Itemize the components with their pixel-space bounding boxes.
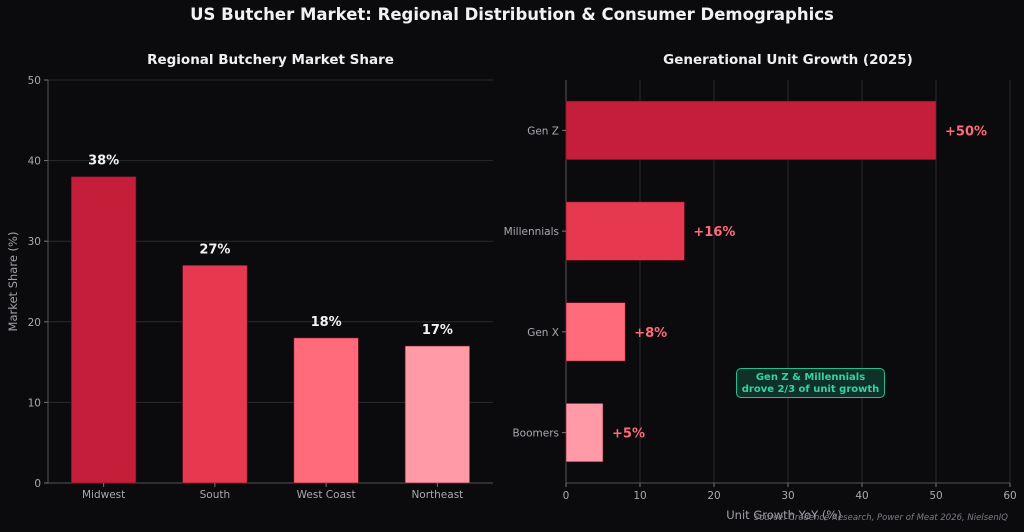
left-xtick-label: Northeast	[411, 489, 463, 501]
annotation-box: Gen Z & Millennials drove 2/3 of unit gr…	[736, 368, 885, 398]
right-chart-title: Generational Unit Growth (2025)	[663, 52, 913, 68]
right-bar-value-label: +8%	[634, 326, 667, 341]
right-xtick-label: 20	[707, 490, 720, 502]
left-bar-value-label: 27%	[199, 242, 230, 257]
left-ytick-label: 0	[34, 478, 41, 490]
left-ytick-label: 40	[28, 156, 41, 168]
right-bar-value-label: +16%	[693, 225, 735, 240]
source-note: Source: Credence Research, Power of Meat…	[753, 513, 1008, 523]
right-xtick-label: 50	[929, 490, 942, 502]
left-bar-northeast	[404, 345, 470, 484]
right-ytick-label: Gen Z	[527, 125, 559, 137]
left-ytick-label: 10	[28, 397, 41, 409]
right-bar-boomers	[565, 403, 604, 463]
left-bar-value-label: 18%	[311, 315, 342, 330]
right-bar-gen-x	[565, 302, 626, 362]
right-x-axis-label: Unit Growth YoY (%)	[726, 508, 841, 522]
left-ytick-label: 30	[28, 236, 41, 248]
right-xtick-label: 30	[781, 490, 794, 502]
right-ytick-label: Boomers	[512, 428, 559, 440]
right-ytick-label: Millennials	[504, 226, 559, 238]
figure-title: US Butcher Market: Regional Distribution…	[190, 5, 834, 24]
right-xtick-label: 40	[855, 490, 868, 502]
right-ytick-label: Gen X	[527, 327, 559, 339]
right-bar-gen-z	[565, 100, 937, 160]
right-xtick-label: 10	[633, 490, 646, 502]
left-xtick-label: West Coast	[297, 489, 356, 501]
annotation-text: Gen Z & Millennials drove 2/3 of unit gr…	[741, 372, 880, 395]
left-bar-midwest	[71, 176, 137, 484]
right-xtick-label: 0	[563, 490, 570, 502]
left-bar-value-label: 17%	[422, 323, 453, 338]
left-bar-west-coast	[293, 337, 359, 484]
left-ytick-label: 20	[28, 317, 41, 329]
right-bar-value-label: +5%	[612, 427, 645, 442]
left-bar-south	[182, 265, 248, 484]
left-y-axis-label: Market Share (%)	[6, 232, 20, 332]
right-bar-millennials	[565, 201, 685, 261]
left-xtick-label: Midwest	[82, 489, 125, 501]
left-xtick-label: South	[200, 489, 231, 501]
right-bar-value-label: +50%	[945, 124, 987, 139]
right-xtick-label: 60	[1003, 490, 1016, 502]
left-chart-title: Regional Butchery Market Share	[147, 52, 394, 68]
left-ytick-label: 50	[28, 75, 41, 87]
left-bar-value-label: 38%	[88, 154, 119, 169]
